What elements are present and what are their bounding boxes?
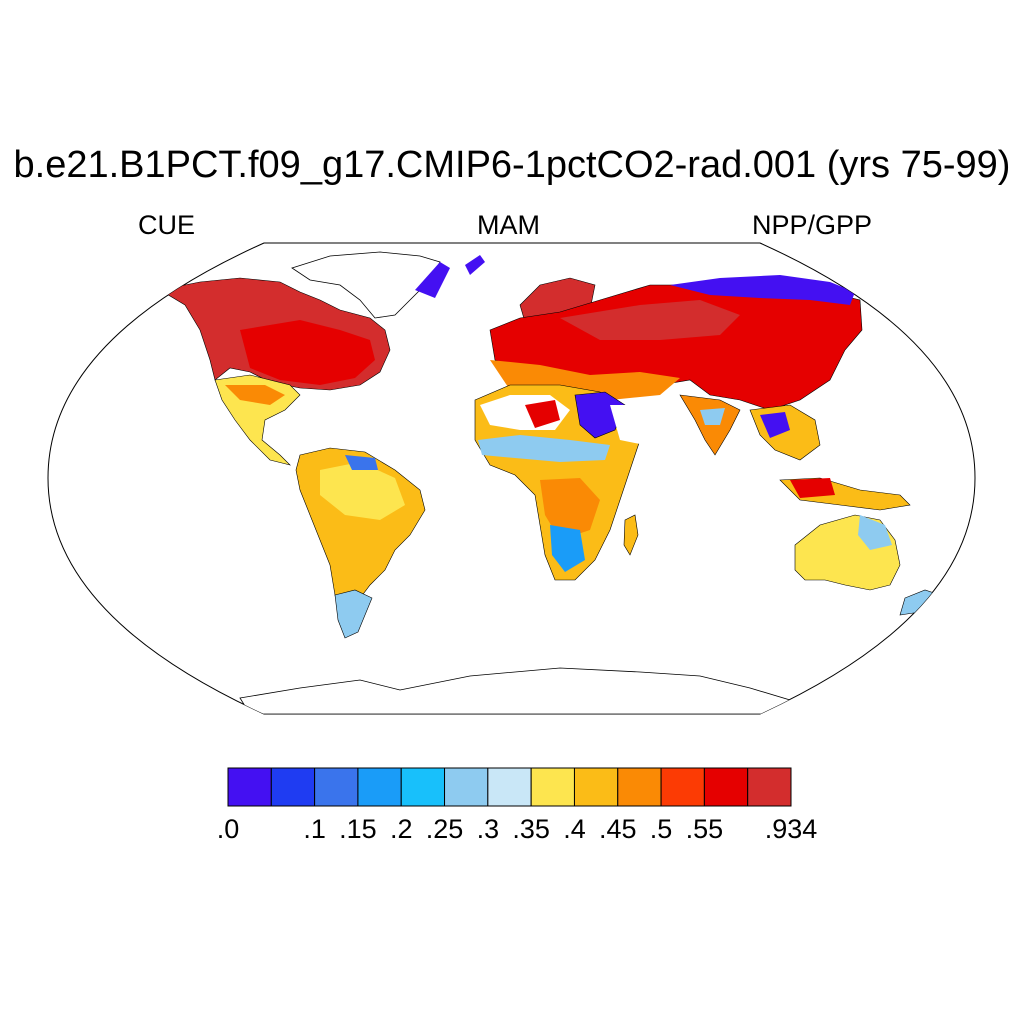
region-australia	[858, 515, 892, 550]
colorbar-tick-label: .934	[764, 814, 818, 844]
colorbar-tick-label: .0	[216, 814, 240, 844]
region-siberia-arctic	[670, 275, 855, 305]
region-patagonia	[334, 589, 373, 639]
region-india	[700, 408, 725, 425]
greenland	[291, 251, 441, 319]
colorbar-tick-label: .25	[425, 814, 464, 844]
region-arabia	[610, 405, 665, 445]
region-arabia	[574, 391, 626, 439]
region-africa	[550, 525, 585, 572]
colorbar-tick-label: .55	[685, 814, 724, 844]
colorbar-tick-label: .4	[563, 814, 586, 844]
region-south-america	[345, 455, 378, 470]
colorbar-tick-label: .5	[649, 814, 673, 844]
region-madagascar	[623, 514, 639, 556]
units-label: NPP/GPP	[752, 210, 873, 240]
colorbar-tick-label: .2	[389, 814, 413, 844]
map-title: b.e21.B1PCT.f09_g17.CMIP6-1pctCO2-rad.00…	[13, 144, 1011, 186]
region-africa	[540, 478, 600, 540]
region-sahel	[478, 435, 610, 462]
region-south-america	[320, 462, 405, 520]
region-north-america-east	[240, 320, 375, 385]
colorbar-tick-label: .3	[476, 814, 500, 844]
colorbar-tick-label: .15	[339, 814, 377, 844]
region-greenland-coast	[415, 262, 450, 298]
season-label: MAM	[477, 210, 540, 240]
region-central-america	[225, 385, 285, 405]
variable-label: CUE	[138, 210, 196, 240]
colorbar-tick-label: .1	[303, 814, 326, 844]
region-southeast-asia	[760, 412, 790, 438]
region-africa	[525, 400, 560, 428]
colorbar-tick-label: .35	[512, 814, 550, 844]
region-eurasia	[560, 300, 740, 340]
region-greenland-coast	[465, 255, 485, 275]
region-southeast-asia	[790, 478, 835, 498]
antarctica	[239, 667, 791, 714]
colorbar-tick-label: .45	[598, 814, 637, 844]
